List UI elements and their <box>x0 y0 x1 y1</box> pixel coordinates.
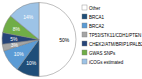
data-label: 5% <box>10 36 18 42</box>
legend-swatch <box>82 5 87 10</box>
data-label: 10% <box>26 60 37 66</box>
legend-swatch <box>82 23 87 28</box>
data-label: 8% <box>13 26 21 32</box>
slice <box>10 3 39 40</box>
slice <box>39 3 76 77</box>
legend-item: GWAS SNPs <box>82 50 116 56</box>
data-label: 14% <box>23 14 34 20</box>
legend-swatch <box>82 14 87 19</box>
legend-swatch <box>82 41 87 46</box>
legend: Other BRCA1 BRCA2 TP53/STK11/CDH1/PTEN CHEK2… <box>82 5 142 65</box>
data-label: 3% <box>11 42 19 48</box>
legend-label: Other <box>89 6 101 11</box>
legend-item: TP53/STK11/CDH1/PTEN <box>82 32 141 38</box>
data-label: 50% <box>59 37 70 43</box>
legend-label: iCOGs estimated <box>89 60 124 65</box>
legend-swatch <box>82 59 87 64</box>
legend-swatch <box>82 32 87 37</box>
legend-label: CHEK2/ATM/BRIP1/PALB2 <box>89 42 142 47</box>
legend-item: iCOGs estimated <box>82 59 124 65</box>
legend-item: Other <box>82 5 101 11</box>
legend-label: GWAS SNPs <box>89 51 116 56</box>
legend-item: BRCA1 <box>82 14 105 20</box>
data-label: 10% <box>14 51 25 57</box>
legend-label: BRCA2 <box>89 24 105 29</box>
legend-item: BRCA2 <box>82 23 105 29</box>
legend-item: CHEK2/ATM/BRIP1/PALB2 <box>82 41 142 47</box>
legend-swatch <box>82 50 87 55</box>
legend-label: BRCA1 <box>89 15 105 20</box>
pie: 50% 10%10% 3%5% 8%14% <box>2 3 76 77</box>
legend-label: TP53/STK11/CDH1/PTEN <box>89 33 141 38</box>
chart: 50% 10%10% 3%5% 8%14% Other BRCA1 BRCA2 TP53/ST… <box>0 0 142 79</box>
